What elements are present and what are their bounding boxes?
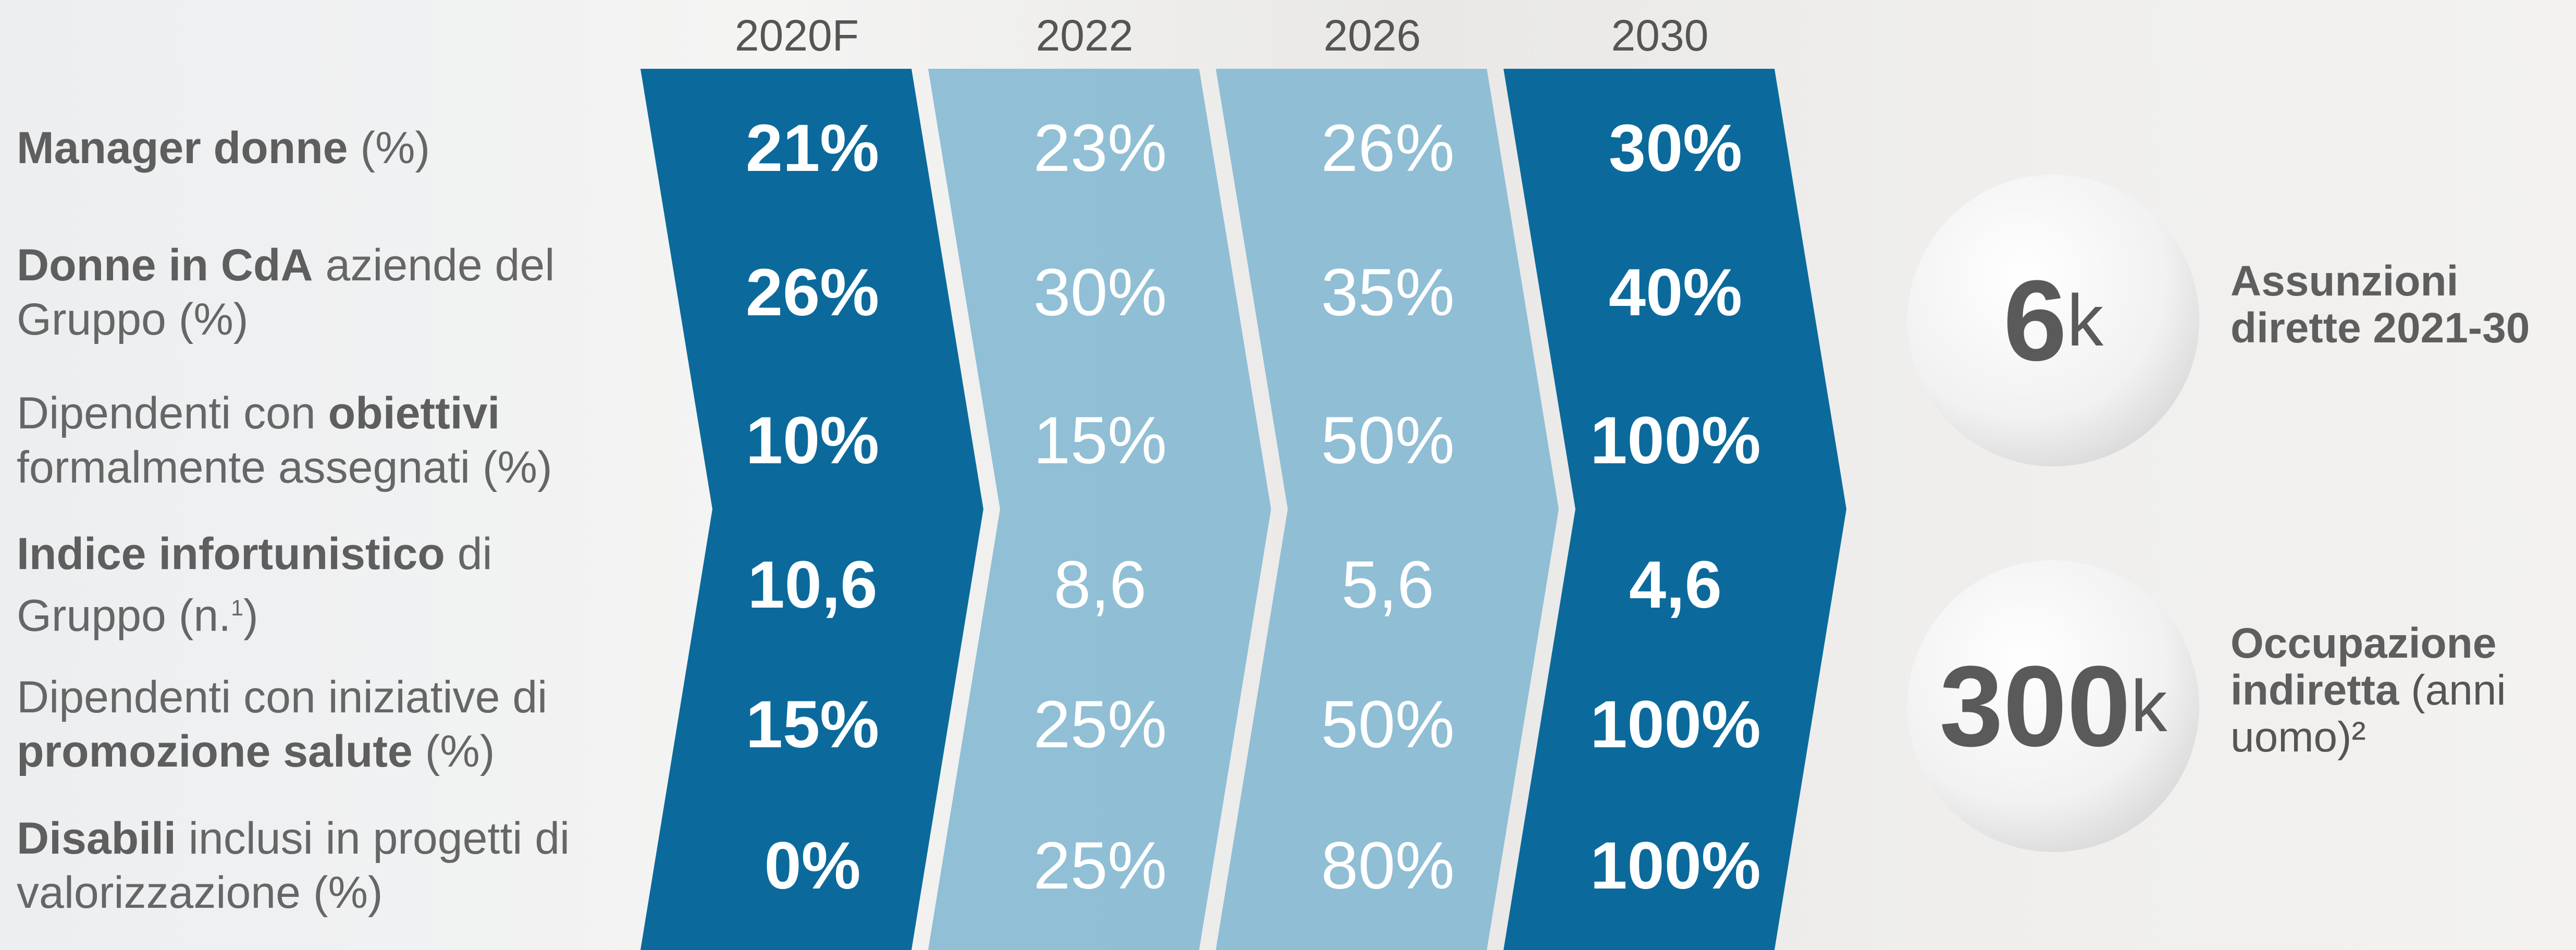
chevron [640,69,983,950]
cell-value: 26% [745,255,880,330]
cell-value: 23% [1033,110,1167,186]
chevron [928,69,1271,950]
row-label: Manager donne (%) [17,85,616,211]
unit: k [2130,665,2167,747]
text-segment: promozione salute [17,726,413,776]
highlight-label-text: Occupazione indiretta (anni uomo)² [2230,620,2574,761]
text-segment: Indice infortunistico [17,528,445,579]
unit: k [2067,279,2104,361]
cell-value: 15% [1033,403,1167,478]
chevron [1503,69,1846,950]
cell-value: 30% [1608,110,1743,186]
highlight-label: Assunzioni dirette 2021-30 [2230,221,2574,388]
row-label-text: Indice infortunistico di Gruppo (n.1) [17,527,616,643]
row-label-text: Dipendenti con iniziative di promozione … [17,670,616,779]
cell-value: 100% [1590,828,1761,903]
cell-value: 15% [745,687,880,762]
cell-value: 80% [1321,828,1455,903]
row-label-text: Disabili inclusi in progetti di valorizz… [17,811,616,920]
text-segment: Dipendenti con [17,388,328,438]
cell-value: 25% [1033,687,1167,762]
row-label: Dipendenti con iniziative di promozione … [17,662,616,787]
text-segment: aziende del Gruppo (%) [17,240,555,344]
circle-value: 300 k [1907,638,2199,774]
cell-value: 50% [1321,403,1455,478]
circle [1907,175,2199,466]
cell-value: 50% [1321,687,1455,762]
cell-value: 0% [764,828,861,903]
row-label: Disabili inclusi in progetti di valorizz… [17,803,616,928]
cell-value: 100% [1590,687,1761,762]
cell-value: 26% [1321,110,1455,186]
row-label: Dipendenti con obiettivi formalmente ass… [17,378,616,503]
row-label: Indice infortunistico di Gruppo (n.1) [17,522,616,647]
column-header: 2022 [1036,11,1133,60]
text-segment: Occupazione indiretta [2230,620,2497,714]
row-label-text: Dipendenti con obiettivi formalmente ass… [17,386,616,495]
text-segment: (%) [412,726,495,776]
text-segment: ) [243,590,258,641]
cell-value: 40% [1608,255,1743,330]
text-segment: Dipendenti con iniziative di [17,672,548,722]
number: 6 [2003,256,2067,385]
row-label-text: Donne in CdA aziende del Gruppo (%) [17,238,616,347]
cell-value: 4,6 [1629,547,1722,622]
cell-value: 10,6 [747,547,878,622]
text-segment: 1 [231,595,244,621]
cell-value: 100% [1590,403,1761,478]
cell-value: 35% [1321,255,1455,330]
highlight-label: Occupazione indiretta (anni uomo)² [2230,607,2574,774]
text-segment: obiettivi [328,388,500,438]
highlight-label-text: Assunzioni dirette 2021-30 [2230,258,2574,352]
column-header: 2026 [1323,11,1421,60]
number: 300 [1939,641,2131,770]
cell-value: 21% [745,110,880,186]
circle [1907,560,2199,852]
cell-value: 10% [745,403,880,478]
text-segment: (%) [348,123,430,173]
text-segment: Donne in CdA [17,240,313,290]
text-segment: formalmente assegnati (%) [17,442,552,492]
text-segment: Disabili [17,813,176,863]
cell-value: 8,6 [1054,547,1147,622]
row-label-text: Manager donne (%) [17,121,430,175]
column-header: 2020F [734,11,859,60]
column-header: 2030 [1611,11,1709,60]
cell-value: 5,6 [1341,547,1434,622]
text-segment: inclusi in progetti di valorizzazione (%… [17,813,570,918]
text-segment: Assunzioni dirette 2021-30 [2230,257,2530,352]
cell-value: 30% [1033,255,1167,330]
text-segment: Manager donne [17,123,348,173]
cell-value: 25% [1033,828,1167,903]
chevron [1216,69,1559,950]
text-segment: (anni uomo)² [2230,667,2506,761]
text-segment: di Gruppo (n. [17,528,492,641]
row-label: Donne in CdA aziende del Gruppo (%) [17,230,616,355]
